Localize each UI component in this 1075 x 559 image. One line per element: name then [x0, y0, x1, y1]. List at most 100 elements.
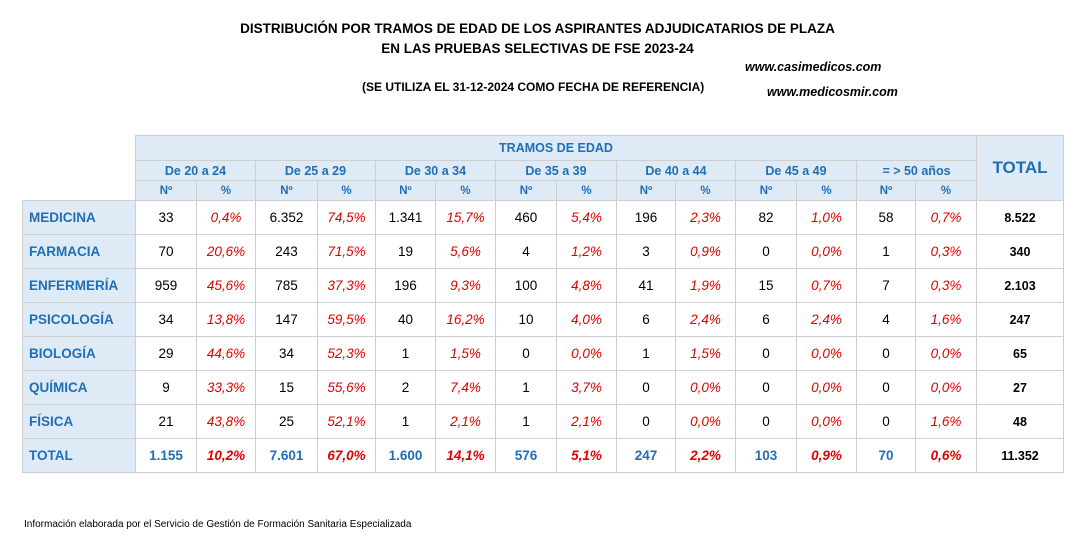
percent-cell: 55,6%	[317, 370, 376, 405]
count-cell: 41	[616, 268, 676, 303]
percent-subheader: %	[435, 180, 496, 201]
count-cell: 460	[495, 200, 557, 235]
percent-cell: 15,7%	[435, 200, 496, 235]
percent-cell: 0,0%	[675, 370, 736, 405]
percent-cell: 0,7%	[796, 268, 857, 303]
count-cell: 100	[495, 268, 557, 303]
percent-cell: 1,6%	[915, 404, 977, 439]
count-cell: 147	[255, 302, 318, 337]
count-subheader: Nº	[135, 180, 197, 201]
percent-subheader: %	[196, 180, 256, 201]
percent-cell: 1,2%	[556, 234, 617, 269]
age-range-header: De 35 a 39	[495, 160, 617, 181]
table-row: FÍSICA 21 43,8% 25 52,1% 1 2,1% 1 2,1% 0 0,0% 0 0,0%…	[22, 404, 1064, 439]
age-range-header: De 20 a 24	[135, 160, 256, 181]
percent-cell: 0,0%	[675, 404, 736, 439]
count-subheader: Nº	[495, 180, 557, 201]
row-total-cell: 8.522	[976, 200, 1064, 235]
percent-cell: 71,5%	[317, 234, 376, 269]
percent-cell: 1,5%	[675, 336, 736, 371]
percent-subheader: %	[317, 180, 376, 201]
age-distribution-table: TRAMOS DE EDAD TOTAL De 20 a 24 De 25 a 2…	[22, 135, 1064, 473]
percent-cell: 0,9%	[675, 234, 736, 269]
table-row: FARMACIA 70 20,6% 243 71,5% 19 5,6% 4 1,2% 3 0,9% 0…	[22, 234, 1064, 269]
count-cell: 9	[135, 370, 197, 405]
row-total-cell: 2.103	[976, 268, 1064, 303]
percent-cell: 74,5%	[317, 200, 376, 235]
age-range-header: De 25 a 29	[255, 160, 376, 181]
count-cell: 0	[616, 404, 676, 439]
percent-cell: 45,6%	[196, 268, 256, 303]
total-count-cell: 7.601	[255, 438, 318, 473]
percent-cell: 59,5%	[317, 302, 376, 337]
total-percent-cell: 0,9%	[796, 438, 857, 473]
age-range-header: De 40 a 44	[616, 160, 736, 181]
total-row-label: TOTAL	[22, 438, 136, 473]
count-cell: 7	[856, 268, 916, 303]
row-total-cell: 340	[976, 234, 1064, 269]
percent-cell: 0,0%	[915, 370, 977, 405]
count-cell: 0	[735, 370, 797, 405]
total-header: TOTAL	[976, 135, 1064, 201]
count-cell: 1	[375, 336, 436, 371]
row-total-cell: 247	[976, 302, 1064, 337]
reference-date-note: (SE UTILIZA EL 31-12-2024 COMO FECHA DE …	[362, 80, 705, 94]
percent-cell: 0,3%	[915, 268, 977, 303]
table-row: QUÍMICA 9 33,3% 15 55,6% 2 7,4% 1 3,7% 0 0,0% 0 0,0%…	[22, 370, 1064, 405]
row-label: MEDICINA	[22, 200, 136, 235]
website-casimedicos: www.casimedicos.com	[745, 60, 882, 74]
row-total-cell: 48	[976, 404, 1064, 439]
age-range-header: De 30 a 34	[375, 160, 496, 181]
count-subheader: Nº	[735, 180, 797, 201]
count-cell: 70	[135, 234, 197, 269]
row-label: FÍSICA	[22, 404, 136, 439]
count-cell: 959	[135, 268, 197, 303]
percent-cell: 44,6%	[196, 336, 256, 371]
percent-cell: 20,6%	[196, 234, 256, 269]
count-cell: 1.341	[375, 200, 436, 235]
count-cell: 29	[135, 336, 197, 371]
count-cell: 3	[616, 234, 676, 269]
count-cell: 6	[616, 302, 676, 337]
row-label: PSICOLOGÍA	[22, 302, 136, 337]
percent-cell: 33,3%	[196, 370, 256, 405]
count-cell: 21	[135, 404, 197, 439]
percent-cell: 2,4%	[675, 302, 736, 337]
count-cell: 40	[375, 302, 436, 337]
count-cell: 243	[255, 234, 318, 269]
row-label: ENFERMERÍA	[22, 268, 136, 303]
percent-cell: 0,7%	[915, 200, 977, 235]
percent-cell: 0,0%	[796, 404, 857, 439]
total-count-cell: 247	[616, 438, 676, 473]
count-cell: 4	[856, 302, 916, 337]
row-label: FARMACIA	[22, 234, 136, 269]
count-cell: 0	[856, 370, 916, 405]
percent-subheader: %	[675, 180, 736, 201]
count-cell: 34	[255, 336, 318, 371]
table-row: ENFERMERÍA 959 45,6% 785 37,3% 196 9,3% 100 4,8%…	[22, 268, 1064, 303]
percent-cell: 0,3%	[915, 234, 977, 269]
total-count-cell: 1.155	[135, 438, 197, 473]
total-count-cell: 1.600	[375, 438, 436, 473]
count-cell: 0	[735, 336, 797, 371]
percent-cell: 2,3%	[675, 200, 736, 235]
total-row: TOTAL 1.155 10,2% 7.601 67,0% 1.600 14,1% 576 5,…	[22, 438, 1064, 473]
percent-cell: 2,1%	[556, 404, 617, 439]
percent-cell: 0,0%	[796, 336, 857, 371]
total-percent-cell: 2,2%	[675, 438, 736, 473]
title-line-1: DISTRIBUCIÓN POR TRAMOS DE EDAD DE LOS A…	[240, 21, 835, 36]
row-total-cell: 27	[976, 370, 1064, 405]
count-cell: 1	[495, 370, 557, 405]
count-cell: 196	[616, 200, 676, 235]
count-cell: 1	[495, 404, 557, 439]
percent-cell: 4,8%	[556, 268, 617, 303]
percent-cell: 0,0%	[556, 336, 617, 371]
row-label: BIOLOGÍA	[22, 336, 136, 371]
table-row: BIOLOGÍA 29 44,6% 34 52,3% 1 1,5% 0 0,0% 1 1,5% 0 0,…	[22, 336, 1064, 371]
footer-note: Información elaborada por el Servicio de…	[24, 519, 412, 530]
percent-cell: 0,0%	[796, 234, 857, 269]
count-cell: 785	[255, 268, 318, 303]
count-cell: 82	[735, 200, 797, 235]
percent-cell: 9,3%	[435, 268, 496, 303]
count-cell: 33	[135, 200, 197, 235]
